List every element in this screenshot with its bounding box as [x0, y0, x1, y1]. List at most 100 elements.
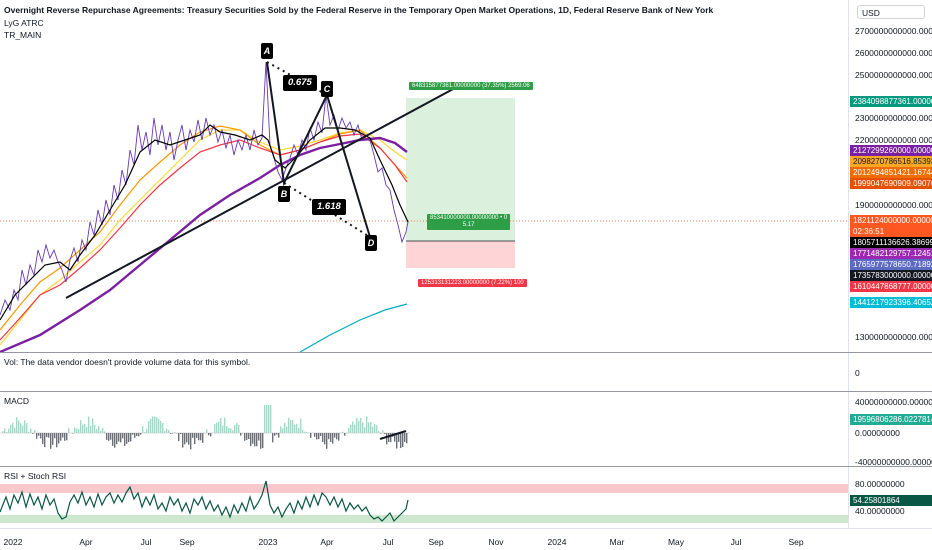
macd-bar	[320, 433, 322, 437]
macd-bar	[128, 433, 130, 443]
macd-bar	[158, 418, 160, 433]
price-chart-area[interactable]: Overnight Reverse Repurchase Agreements:…	[0, 0, 848, 352]
macd-bar	[404, 433, 406, 442]
macd-bar	[170, 433, 172, 434]
volume-chart-area[interactable]: Vol: The data vendor doesn't provide vol…	[0, 353, 848, 391]
macd-bar	[332, 433, 334, 444]
macd-bar	[350, 424, 352, 433]
macd-tick: 0.00000000	[855, 428, 900, 438]
macd-bar	[218, 421, 220, 433]
macd-bar	[200, 433, 202, 441]
stop-zone[interactable]	[406, 241, 515, 268]
macd-bar	[364, 427, 366, 433]
price-pane[interactable]: Overnight Reverse Repurchase Agreements:…	[0, 0, 932, 353]
macd-bar	[226, 426, 228, 433]
macd-bar	[8, 428, 10, 433]
price-axis[interactable]: USD 2700000000000.00000000 2600000000000…	[848, 0, 932, 352]
price-tick: 2300000000000.00000000	[855, 113, 932, 123]
macd-bar	[314, 433, 316, 437]
macd-bar	[30, 428, 32, 433]
price-badge: 1999047690909.09076736	[850, 178, 932, 189]
pattern-point-a[interactable]: A	[261, 43, 273, 59]
macd-bar	[136, 433, 138, 437]
macd-bar	[274, 433, 276, 436]
macd-bar	[194, 433, 196, 445]
macd-bar	[276, 433, 278, 435]
macd-bar	[390, 433, 392, 443]
price-tick: 2500000000000.00000000	[855, 70, 932, 80]
time-tick: Sep	[428, 537, 444, 547]
rsi-svg	[0, 480, 848, 523]
price-tick: 1900000000000.00000000	[855, 200, 932, 210]
macd-bar	[252, 433, 254, 444]
macd-axis[interactable]: 40000000000.00000000 0.00000000 -4000000…	[848, 392, 932, 467]
price-badge: 2098270786516.85393408	[850, 156, 932, 167]
macd-bar	[14, 427, 16, 433]
macd-bar	[54, 433, 56, 439]
macd-bar	[290, 419, 292, 433]
pattern-point-c[interactable]: C	[321, 81, 333, 97]
rsi-tick: 80.00000000	[855, 479, 905, 489]
macd-bar	[294, 424, 296, 433]
macd-bar	[250, 433, 252, 447]
macd-bar	[62, 433, 64, 438]
macd-bar	[374, 423, 376, 433]
macd-bar	[342, 431, 344, 433]
macd-bar	[330, 433, 332, 443]
macd-bar	[76, 428, 78, 433]
macd-bar	[138, 433, 140, 437]
price-tick: 2200000000000.00000000	[855, 135, 932, 145]
macd-bar	[146, 428, 148, 433]
time-tick: Nov	[488, 537, 504, 547]
price-badge: 1610447868777.00000000	[850, 281, 932, 292]
macd-bar	[220, 418, 222, 433]
macd-pane[interactable]: MACD 40000000000.00000000 0.00000000 -40…	[0, 392, 932, 467]
macd-histogram	[2, 405, 408, 450]
macd-bar	[68, 428, 70, 433]
macd-bar	[42, 433, 44, 445]
macd-bar	[188, 433, 190, 445]
macd-bar	[244, 433, 246, 441]
macd-bar	[384, 433, 386, 435]
macd-bar	[278, 433, 280, 438]
rsi-chart-area[interactable]: RSI + Stoch RSI	[0, 467, 848, 528]
rsi-value-badge: 54.25801864	[850, 495, 932, 506]
macd-bar	[308, 432, 310, 433]
macd-bar	[382, 430, 384, 433]
macd-bar	[58, 433, 60, 444]
macd-bar	[236, 423, 238, 433]
time-tick: 2022	[3, 537, 23, 547]
macd-bar	[310, 433, 312, 438]
macd-chart-area[interactable]: MACD	[0, 392, 848, 466]
ma-black-line	[0, 124, 409, 321]
macd-bar	[182, 433, 184, 448]
rsi-label: RSI + Stoch RSI	[4, 471, 67, 481]
indicator-label-trmain[interactable]: TR_MAIN	[4, 30, 42, 40]
macd-bar	[94, 424, 96, 433]
indicator-label-atrc[interactable]: LyG ATRC	[4, 18, 44, 28]
trend-line[interactable]	[65, 87, 456, 299]
ma-yellow-line	[0, 129, 408, 346]
macd-bar	[344, 433, 346, 436]
pattern-point-d[interactable]: D	[365, 235, 377, 251]
time-axis[interactable]: 2022 Apr Jul Sep 2023 Apr Jul Sep Nov 20…	[0, 528, 932, 550]
macd-bar	[96, 429, 98, 433]
macd-bar	[322, 433, 324, 443]
price-chart-svg[interactable]	[0, 0, 848, 352]
rsi-pane[interactable]: RSI + Stoch RSI 80.00000000 40.00000000 …	[0, 467, 932, 528]
macd-bar	[210, 433, 212, 437]
macd-bar	[2, 431, 4, 433]
pattern-point-b[interactable]: B	[278, 186, 290, 202]
ratio-label-ac: 0.675	[283, 75, 317, 91]
price-badge: 2012494851421.16744448	[850, 167, 932, 178]
currency-button[interactable]: USD	[857, 5, 925, 19]
macd-divergence-line[interactable]	[379, 430, 407, 440]
macd-bar	[230, 428, 232, 433]
pattern-line[interactable]	[266, 61, 371, 238]
rsi-axis[interactable]: 80.00000000 40.00000000 54.25801864	[848, 467, 932, 528]
macd-bar	[38, 433, 40, 436]
volume-axis[interactable]: 0	[848, 353, 932, 391]
price-line	[0, 61, 409, 316]
macd-bar	[18, 420, 20, 433]
volume-pane[interactable]: Vol: The data vendor doesn't provide vol…	[0, 353, 932, 392]
